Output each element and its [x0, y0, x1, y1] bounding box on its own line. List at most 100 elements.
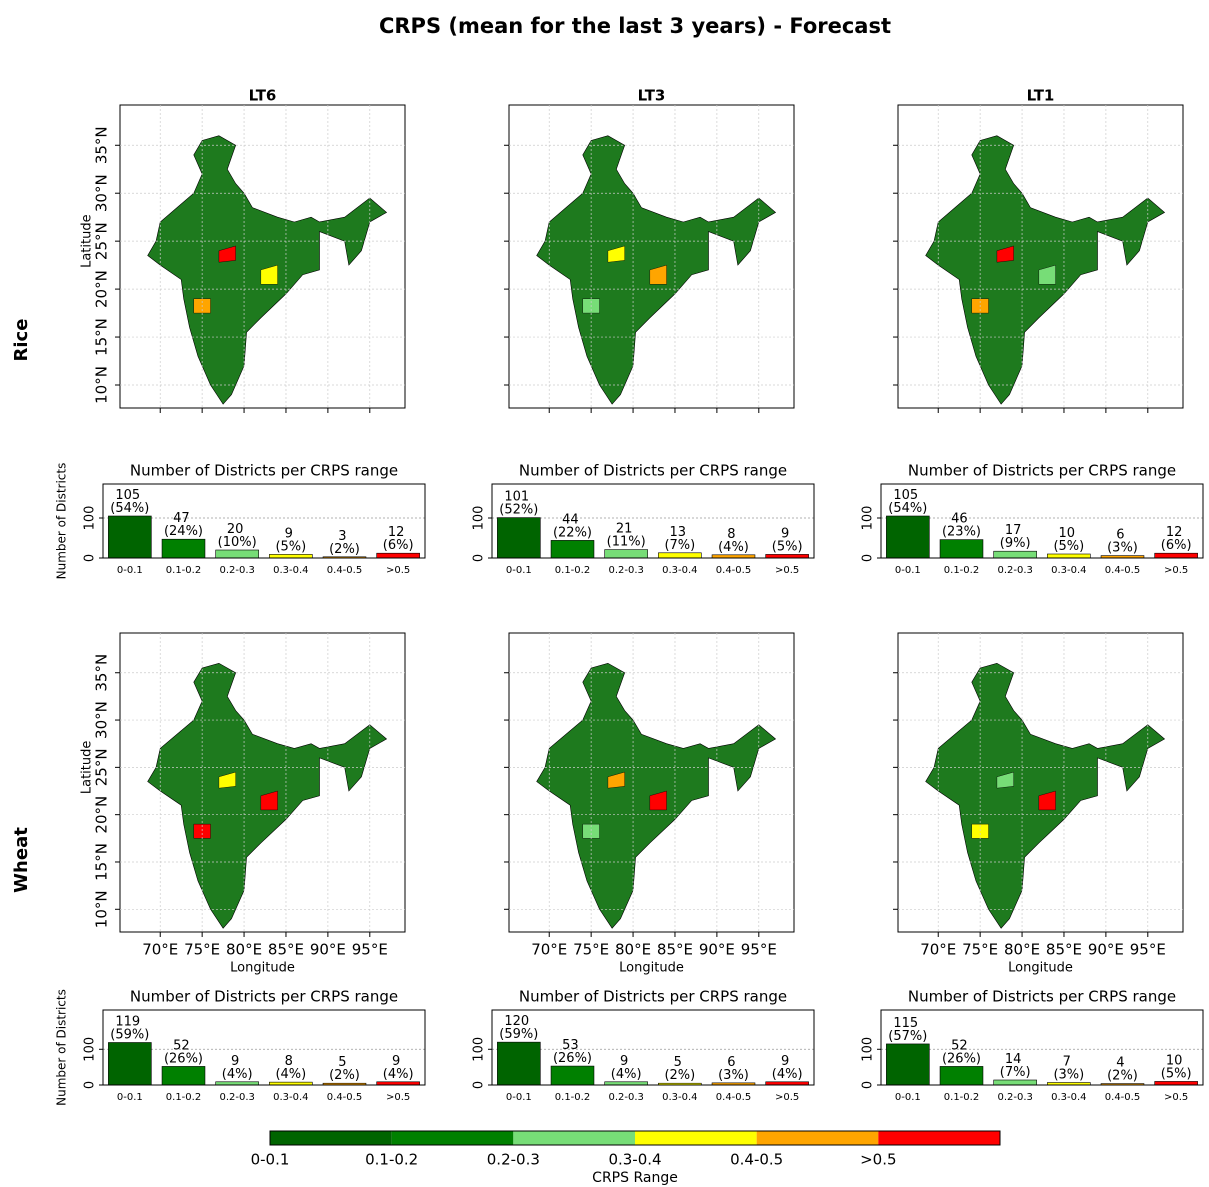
x-axis-label: Longitude: [230, 961, 295, 976]
x-tick-label: 0.3-0.4: [273, 565, 308, 576]
bar: [1155, 1081, 1198, 1085]
y-tick-label: 20°N: [93, 796, 111, 834]
value-label: 14 (7%): [1000, 1052, 1031, 1080]
bar: [1155, 553, 1198, 558]
value-label: 9 (5%): [275, 526, 306, 554]
y-tick-label: 100: [83, 506, 98, 531]
bar: [1047, 554, 1090, 558]
x-tick-label: 90°E: [699, 941, 735, 959]
x-tick-label: 0.1-0.2: [555, 565, 590, 576]
bar: [551, 1066, 594, 1085]
y-tick-label: 30°N: [93, 174, 111, 212]
x-tick-label: 80°E: [615, 941, 651, 959]
x-tick-label: 95°E: [1130, 941, 1166, 959]
y-axis-label: Number of Districts: [55, 989, 69, 1106]
colorbar-label: 0.3-0.4: [608, 1151, 661, 1169]
value-label: 105 (54%): [888, 488, 927, 516]
y-tick-label: 0: [861, 554, 876, 562]
x-tick-label: 0.2-0.3: [997, 1092, 1032, 1103]
x-tick-label: 0.1-0.2: [944, 565, 979, 576]
value-label: 52 (26%): [942, 1038, 981, 1066]
bar: [886, 1044, 929, 1085]
x-tick-label: 0-0.1: [117, 565, 143, 576]
bar: [108, 1043, 151, 1086]
bar: [994, 551, 1037, 558]
bar: [658, 553, 701, 558]
chart-title: Number of Districts per CRPS range: [130, 988, 398, 1006]
x-tick-label: 0.3-0.4: [662, 565, 697, 576]
y-axis-label: Latitude: [80, 214, 95, 268]
value-label: 21 (11%): [607, 521, 646, 549]
x-tick-label: 0.4-0.5: [1105, 1092, 1140, 1103]
value-label: 17 (9%): [1000, 523, 1031, 551]
chart-title: Number of Districts per CRPS range: [908, 988, 1176, 1006]
x-tick-label: >0.5: [775, 565, 799, 576]
x-tick-label: 0-0.1: [895, 1092, 921, 1103]
x-tick-label: 0.3-0.4: [1051, 565, 1086, 576]
bar: [269, 554, 312, 558]
x-tick-label: 70°E: [531, 941, 567, 959]
x-tick-label: 0.4-0.5: [327, 1092, 362, 1103]
chart-title: Number of Districts per CRPS range: [519, 462, 787, 480]
colorbar-segment: [392, 1131, 514, 1145]
value-label: 47 (24%): [164, 511, 203, 539]
x-axis-label: Longitude: [619, 961, 684, 976]
value-label: 53 (26%): [553, 1038, 592, 1066]
y-tick-label: 10°N: [93, 890, 111, 928]
x-axis-label: Longitude: [1008, 961, 1073, 976]
row-label: Rice: [11, 319, 32, 362]
bar: [551, 540, 594, 558]
y-tick-label: 100: [861, 506, 876, 531]
value-label: 20 (10%): [218, 522, 257, 550]
y-tick-label: 20°N: [93, 270, 111, 308]
colorbar-label: 0.4-0.5: [730, 1151, 783, 1169]
x-tick-label: 0.3-0.4: [1051, 1092, 1086, 1103]
value-label: 12 (6%): [383, 525, 414, 553]
y-axis-label: Latitude: [80, 741, 95, 795]
y-tick-label: 100: [861, 1037, 876, 1062]
bar: [108, 516, 151, 558]
colorbar-label: 0.1-0.2: [365, 1151, 418, 1169]
chart-title: Number of Districts per CRPS range: [519, 988, 787, 1006]
x-tick-label: 90°E: [310, 941, 346, 959]
x-tick-label: 80°E: [226, 941, 262, 959]
colorbar-label: 0-0.1: [251, 1151, 290, 1169]
value-label: 8 (4%): [275, 1054, 306, 1082]
y-tick-label: 15°N: [93, 843, 111, 881]
y-tick-label: 10°N: [93, 366, 111, 404]
bar: [940, 540, 983, 558]
y-tick-label: 35°N: [93, 126, 111, 164]
x-tick-label: 70°E: [142, 941, 178, 959]
y-tick-label: 0: [472, 1081, 487, 1089]
y-tick-label: 0: [472, 554, 487, 562]
x-tick-label: 0.4-0.5: [716, 1092, 751, 1103]
x-tick-label: >0.5: [1164, 1092, 1188, 1103]
value-label: 10 (5%): [1053, 526, 1084, 554]
colorbar-segment: [513, 1131, 635, 1145]
value-label: 7 (3%): [1053, 1054, 1084, 1082]
value-label: 9 (5%): [772, 526, 803, 554]
x-tick-label: 0.1-0.2: [944, 1092, 979, 1103]
y-tick-label: 35°N: [93, 654, 111, 692]
value-label: 9 (4%): [222, 1053, 253, 1081]
x-tick-label: 0.3-0.4: [273, 1092, 308, 1103]
y-tick-label: 15°N: [93, 318, 111, 356]
bar: [162, 1066, 205, 1085]
column-title: LT6: [249, 87, 277, 105]
y-tick-label: 30°N: [93, 701, 111, 739]
x-tick-label: 0.3-0.4: [662, 1092, 697, 1103]
bar: [886, 516, 929, 558]
x-tick-label: 0.2-0.3: [608, 565, 643, 576]
x-tick-label: 75°E: [573, 941, 609, 959]
x-tick-label: 80°E: [1004, 941, 1040, 959]
bar: [162, 539, 205, 558]
colorbar-segment: [270, 1131, 392, 1145]
value-label: 4 (2%): [1107, 1055, 1138, 1083]
column-title: LT3: [638, 87, 666, 105]
value-label: 9 (4%): [772, 1053, 803, 1081]
column-title: LT1: [1027, 87, 1055, 105]
bar: [497, 1042, 540, 1085]
value-label: 5 (2%): [664, 1055, 695, 1083]
value-label: 120 (59%): [499, 1014, 538, 1042]
x-tick-label: 75°E: [962, 941, 998, 959]
